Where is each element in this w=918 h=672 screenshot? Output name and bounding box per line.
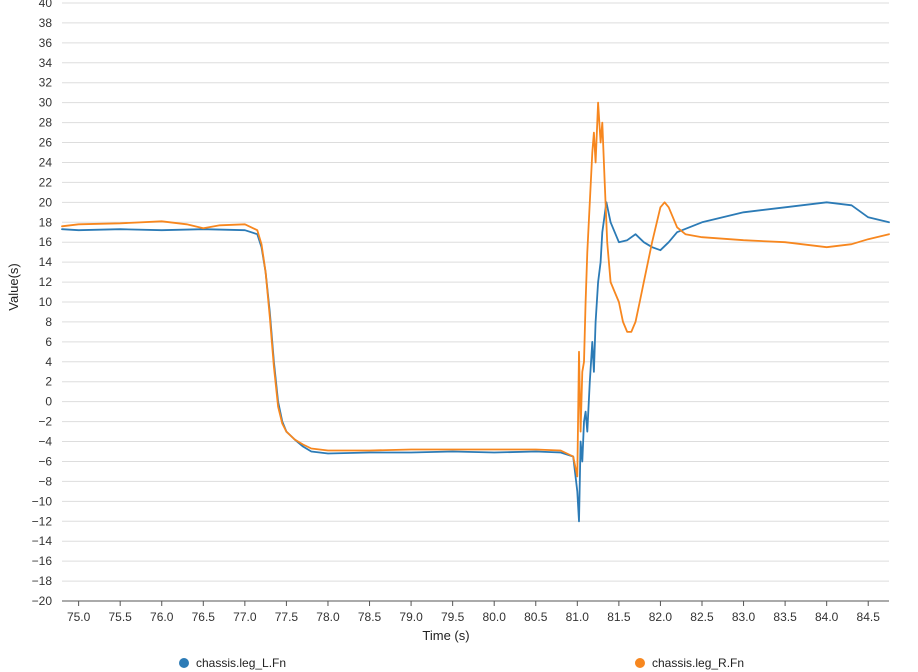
- y-tick-label: 32: [39, 76, 53, 90]
- legend: chassis.leg_L.Fn chassis.leg_R.Fn: [179, 656, 744, 670]
- legend-item-left[interactable]: chassis.leg_L.Fn: [179, 656, 286, 670]
- x-tick-label: 84.0: [815, 610, 839, 624]
- y-tick-label: 36: [39, 36, 53, 50]
- legend-marker-right: [635, 658, 645, 668]
- series-lines: [61, 101, 890, 523]
- x-tick-label: 81.0: [566, 610, 590, 624]
- y-tick-label: 4: [45, 355, 52, 369]
- y-tick-label: 40: [39, 0, 53, 10]
- x-tick-label: 84.5: [857, 610, 881, 624]
- x-tick-label: 75.0: [67, 610, 91, 624]
- y-tick-label: 30: [39, 96, 53, 110]
- x-tick-label: 75.5: [109, 610, 133, 624]
- x-axis-ticks: 75.0 75.5 76.0 76.5 77.0 77.5 78.0 78.5 79.0 79.5…: [67, 601, 880, 624]
- x-tick-label: 77.5: [275, 610, 299, 624]
- x-tick-label: 78.5: [358, 610, 382, 624]
- y-tick-label: 2: [45, 375, 52, 389]
- y-tick-label: −2: [38, 415, 52, 429]
- x-axis-title: Time (s): [422, 628, 469, 643]
- y-tick-label: −18: [32, 574, 53, 588]
- y-tick-label: 22: [39, 175, 53, 189]
- x-tick-label: 82.5: [690, 610, 714, 624]
- y-tick-label: 26: [39, 136, 53, 150]
- y-tick-label: 6: [45, 335, 52, 349]
- x-tick-label: 79.5: [441, 610, 465, 624]
- y-tick-label: 10: [39, 295, 53, 309]
- y-tick-label: 18: [39, 215, 53, 229]
- x-tick-label: 77.0: [233, 610, 257, 624]
- legend-label-right: chassis.leg_R.Fn: [652, 656, 744, 670]
- y-tick-label: −10: [32, 494, 53, 508]
- y-tick-label: 8: [45, 315, 52, 329]
- x-tick-label: 82.0: [649, 610, 673, 624]
- x-tick-label: 80.0: [483, 610, 507, 624]
- y-tick-label: −12: [32, 514, 53, 528]
- y-tick-label: −8: [38, 474, 52, 488]
- y-tick-label: 24: [39, 155, 53, 169]
- x-tick-label: 80.5: [524, 610, 548, 624]
- y-tick-label: −6: [38, 454, 52, 468]
- x-tick-label: 76.5: [192, 610, 216, 624]
- x-tick-label: 81.5: [607, 610, 631, 624]
- gridlines: [62, 2, 889, 602]
- y-tick-label: −14: [32, 534, 53, 548]
- legend-label-left: chassis.leg_L.Fn: [196, 656, 286, 670]
- y-tick-label: 0: [45, 395, 52, 409]
- y-axis-title: Value(s): [6, 263, 21, 310]
- y-tick-label: 28: [39, 116, 53, 130]
- y-tick-label: 38: [39, 16, 53, 30]
- legend-item-right[interactable]: chassis.leg_R.Fn: [635, 656, 744, 670]
- x-tick-label: 79.0: [399, 610, 423, 624]
- y-tick-label: 14: [39, 255, 53, 269]
- y-axis-ticks: 4038363432302826242220181614121086420−2−…: [32, 0, 53, 608]
- y-tick-label: −20: [32, 594, 53, 608]
- x-tick-label: 83.0: [732, 610, 756, 624]
- y-tick-label: 12: [39, 275, 53, 289]
- y-tick-label: 34: [39, 56, 53, 70]
- y-tick-label: 20: [39, 195, 53, 209]
- y-tick-label: 16: [39, 235, 53, 249]
- x-tick-label: 78.0: [316, 610, 340, 624]
- y-tick-label: −16: [32, 554, 53, 568]
- legend-marker-left: [179, 658, 189, 668]
- x-tick-label: 83.5: [773, 610, 797, 624]
- x-tick-label: 76.0: [150, 610, 174, 624]
- series-line-right: [61, 101, 890, 478]
- y-tick-label: −4: [38, 435, 52, 449]
